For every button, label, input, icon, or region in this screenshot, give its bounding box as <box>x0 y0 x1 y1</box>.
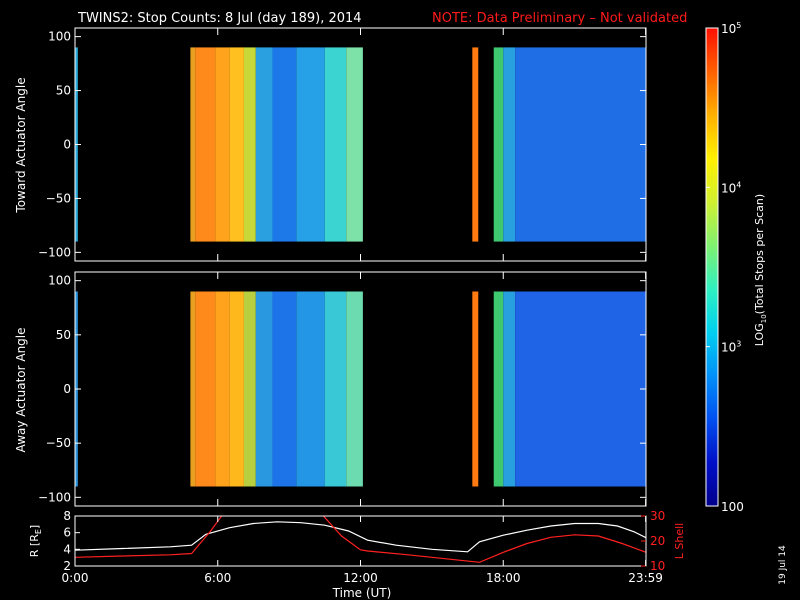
y-tick-label: −100 <box>38 245 71 259</box>
heatmap-column <box>472 291 479 487</box>
time-axis-label: Time (UT) <box>332 586 392 600</box>
heatmap-column <box>515 47 646 242</box>
heatmap-column <box>195 291 216 487</box>
y-tick-label: 0 <box>63 138 71 152</box>
heatmap-column <box>324 291 347 487</box>
y-tick-label: −50 <box>46 436 71 450</box>
heatmap-column <box>215 291 230 487</box>
heatmap-column <box>346 291 363 487</box>
time-tick-label: 0:00 <box>62 571 89 585</box>
heatmap-column <box>493 291 504 487</box>
chart-title: TWINS2: Stop Counts: 8 Jul (day 189), 20… <box>77 11 362 26</box>
heatmap-column <box>493 47 504 242</box>
radius-tick-label: 6 <box>63 526 71 540</box>
heatmap-column <box>346 47 363 242</box>
y-tick-label: 0 <box>63 382 71 396</box>
preliminary-note: NOTE: Data Preliminary – Not validated <box>432 11 687 26</box>
y-tick-label: −100 <box>38 490 71 504</box>
time-tick-label: 23:59 <box>628 571 663 585</box>
lshell-tick-label: 20 <box>650 534 665 548</box>
lshell-line <box>322 516 646 563</box>
heatmap-column <box>243 47 256 242</box>
colorbar-tick-label: 105 <box>721 21 741 36</box>
y-tick-label: 100 <box>48 30 71 44</box>
y-tick-label: 100 <box>48 274 71 288</box>
lshell-tick-label: 10 <box>650 559 665 573</box>
heatmap-column <box>515 291 646 487</box>
heatmap-column <box>472 47 479 242</box>
y-tick-label: −50 <box>46 191 71 205</box>
toward-angle-panel: 100 50 0 −50 −100 <box>38 27 647 262</box>
lshell-line <box>75 516 223 558</box>
heatmap-column <box>324 47 347 242</box>
away-angle-panel: 100 50 0 −50 −100 <box>38 271 647 507</box>
time-tick-label: 18:00 <box>486 571 521 585</box>
heatmap-column <box>215 47 230 242</box>
toward-angle-ylabel: Toward Actuator Angle <box>14 77 28 213</box>
heatmap-column <box>229 47 244 242</box>
heatmap-column <box>255 47 273 242</box>
lshell-axis-label: L Shell <box>673 523 686 559</box>
time-tick-label: 12:00 <box>343 571 378 585</box>
date-stamp: 19 Jul 14 <box>778 545 788 585</box>
heatmap-column <box>272 47 297 242</box>
radius-tick-label: 4 <box>63 542 71 556</box>
heatmap-column <box>272 291 297 487</box>
radius-tick-label: 8 <box>63 509 71 523</box>
colorbar-tick-label: 103 <box>721 340 741 355</box>
heatmap-column <box>190 291 196 487</box>
heatmap-column <box>243 291 256 487</box>
heatmap-column <box>190 47 196 242</box>
heatmap-column <box>255 291 273 487</box>
heatmap-column <box>229 291 244 487</box>
lshell-tick-label: 30 <box>650 509 665 523</box>
colorbar-label: LOG10(Total Stops per Scan) <box>753 194 768 346</box>
radius-axis-label: R [RE] <box>28 525 43 557</box>
colorbar-tick-label: 104 <box>721 180 741 195</box>
colorbar-tick-label: 100 <box>721 500 744 514</box>
orbit-background <box>75 516 646 566</box>
heatmap-column <box>195 47 216 242</box>
radius-line <box>75 521 646 553</box>
heatmap-column <box>503 291 516 487</box>
y-tick-label: 50 <box>56 328 71 342</box>
time-tick-label: 6:00 <box>204 571 231 585</box>
away-angle-ylabel: Away Actuator Angle <box>14 327 28 452</box>
colorbar-gradient <box>705 27 719 507</box>
y-tick-label: 50 <box>56 84 71 98</box>
colorbar: 100 103 104 105 <box>705 21 744 514</box>
orbit-plot-area <box>75 516 646 563</box>
heatmap-column <box>296 291 325 487</box>
orbit-panel: 2 4 6 8 10 20 30 0:00 6:00 12:00 18:00 23:59 <box>62 509 666 585</box>
radius-tick-label: 2 <box>63 559 71 573</box>
heatmap-column <box>503 47 516 242</box>
heatmap-column <box>296 47 325 242</box>
